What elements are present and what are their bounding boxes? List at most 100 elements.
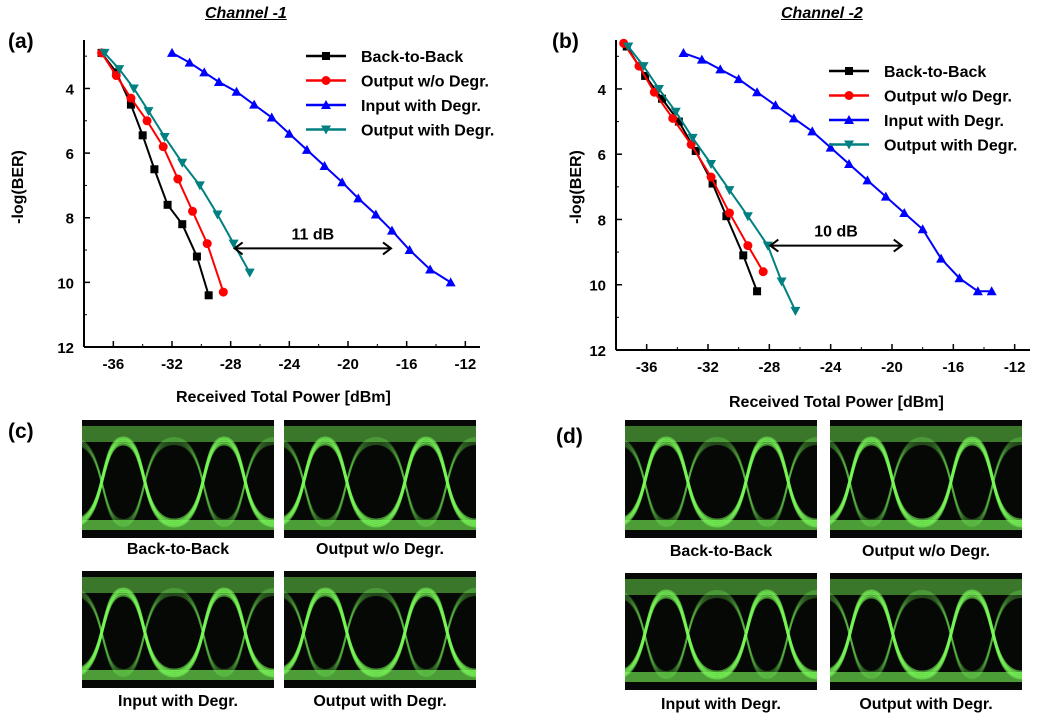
data-point-output-with-degr [762, 241, 773, 251]
data-point-output-with-degr [244, 268, 255, 278]
data-point-input-with-degr [387, 225, 397, 235]
gap-arrow-left-head [768, 238, 779, 253]
eye-curve [376, 441, 476, 524]
data-point-back-to-back [708, 179, 717, 188]
eye-curve [830, 592, 923, 678]
data-point-output-with-degr [228, 239, 239, 249]
ber-chart-channel-2: -36 -32 -28 -24 -20 -16 -12 4 6 8 10 12 10 dB Back-to… [589, 38, 1030, 376]
eye-curve [830, 440, 923, 524]
eye-top-rail [625, 579, 817, 595]
data-point-input-with-degr [807, 126, 818, 136]
series-output-with-degr [99, 48, 255, 278]
x-tick-label: -28 [220, 356, 242, 373]
data-point-output-with-degr [706, 160, 717, 169]
gap-annotation-label: 11 dB [291, 226, 334, 243]
data-point-back-to-back [204, 291, 213, 300]
eye-curve [717, 441, 817, 524]
panel-label-b: (b) [552, 30, 579, 53]
eye-bottom-rail [830, 672, 1022, 682]
data-point-back-to-back [658, 94, 666, 103]
eye-curve [174, 594, 274, 672]
eye-traces [284, 436, 476, 528]
eye-curve [625, 592, 718, 678]
gap-arrow-right-head [382, 241, 393, 256]
data-point-output-w-o-degr [668, 113, 678, 123]
ber-chart-channel-1: -36 -32 -28 -24 -20 -16 -12 4 6 8 10 12 11 dB Back-to… [57, 40, 494, 373]
data-point-output-with-degr [724, 186, 735, 196]
data-point-back-to-back [150, 165, 159, 174]
panel-label-c: (c) [8, 420, 34, 443]
data-point-output-w-o-degr [706, 172, 716, 182]
data-point-input-with-degr [284, 128, 295, 138]
data-point-input-with-degr [880, 191, 891, 201]
data-point-output-w-o-degr [202, 239, 212, 249]
x-tick-label: -36 [102, 356, 124, 373]
data-point-back-to-back [126, 100, 135, 109]
eye-diagram-c-output-with-degr [284, 571, 476, 688]
eye-curve [284, 440, 377, 524]
y-tick-label: 8 [66, 211, 74, 228]
series-input-with-degr [678, 48, 997, 296]
data-point-input-with-degr [972, 286, 983, 296]
eye-curve [830, 441, 923, 524]
legend-label-output-with-degr: Output with Degr. [884, 138, 1017, 155]
eye-top-rail [82, 577, 274, 593]
eye-bottom-rail [284, 520, 476, 530]
eye-curve [82, 439, 175, 526]
y-axis-label-channel-1: -log(BER) [9, 150, 27, 224]
x-tick-label: -28 [758, 359, 780, 376]
data-point-output-with-degr [159, 132, 170, 142]
x-tick-label: -12 [454, 356, 476, 373]
eye-traces [625, 436, 817, 528]
data-point-input-with-degr [337, 177, 348, 187]
eye-curve [284, 592, 377, 674]
eye-curve [830, 595, 923, 674]
eye-curve [376, 594, 476, 672]
x-tick-label: -32 [161, 356, 183, 373]
data-point-output-with-degr [670, 107, 681, 117]
data-point-input-with-degr [199, 67, 210, 77]
eye-traces [625, 589, 817, 680]
eye-curve [717, 594, 817, 676]
data-point-output-with-degr [212, 210, 223, 220]
x-axis-label-channel-2: Received Total Power [dBm] [729, 394, 944, 411]
eye-curve [173, 593, 274, 672]
eye-curve [174, 441, 274, 524]
y-tick-label: 8 [598, 212, 606, 229]
eye-curve [830, 594, 923, 676]
panel-label-a: (a) [8, 30, 34, 53]
eye-caption-d-output-wo-degr: Output w/o Degr. [862, 543, 990, 560]
channel-2-title: Channel -2 [781, 5, 863, 22]
eye-bottom-rail [82, 520, 274, 530]
eye-diagram-d-output-wo-degr [830, 420, 1022, 538]
eye-curve [830, 439, 923, 526]
eye-top-rail [82, 426, 274, 442]
eye-caption-c-output-with-degr: Output with Degr. [313, 693, 447, 710]
legend-label-input-with-degr: Input with Degr. [361, 98, 481, 115]
x-tick-label: -24 [278, 356, 300, 373]
data-point-back-to-back [192, 252, 201, 261]
eye-diagram-d-back-to-back [625, 420, 817, 538]
eye-top-rail [284, 426, 476, 442]
y-tick-label: 12 [57, 340, 74, 357]
eye-curve [174, 592, 274, 674]
eye-curve [830, 593, 923, 676]
y-tick-label: 10 [589, 278, 606, 295]
eye-curve [625, 438, 718, 526]
eye-curve [173, 442, 274, 522]
gap-annotation: 11 dB [232, 226, 393, 256]
eye-curve [284, 438, 377, 526]
x-tick-label: -20 [337, 356, 359, 373]
data-point-back-to-back [739, 251, 748, 260]
data-point-input-with-degr [899, 207, 910, 217]
eye-bottom-rail [82, 670, 274, 680]
eye-curve [625, 594, 718, 676]
eye-curve [82, 443, 175, 522]
data-point-output-w-o-degr [158, 142, 168, 152]
eye-curve [716, 593, 817, 676]
eye-curve [284, 443, 377, 522]
legend-label-output-w-o-degr: Output w/o Degr. [884, 89, 1012, 106]
eye-curve [173, 440, 274, 524]
eye-bottom-rail [830, 520, 1022, 530]
data-point-input-with-degr [213, 77, 224, 87]
